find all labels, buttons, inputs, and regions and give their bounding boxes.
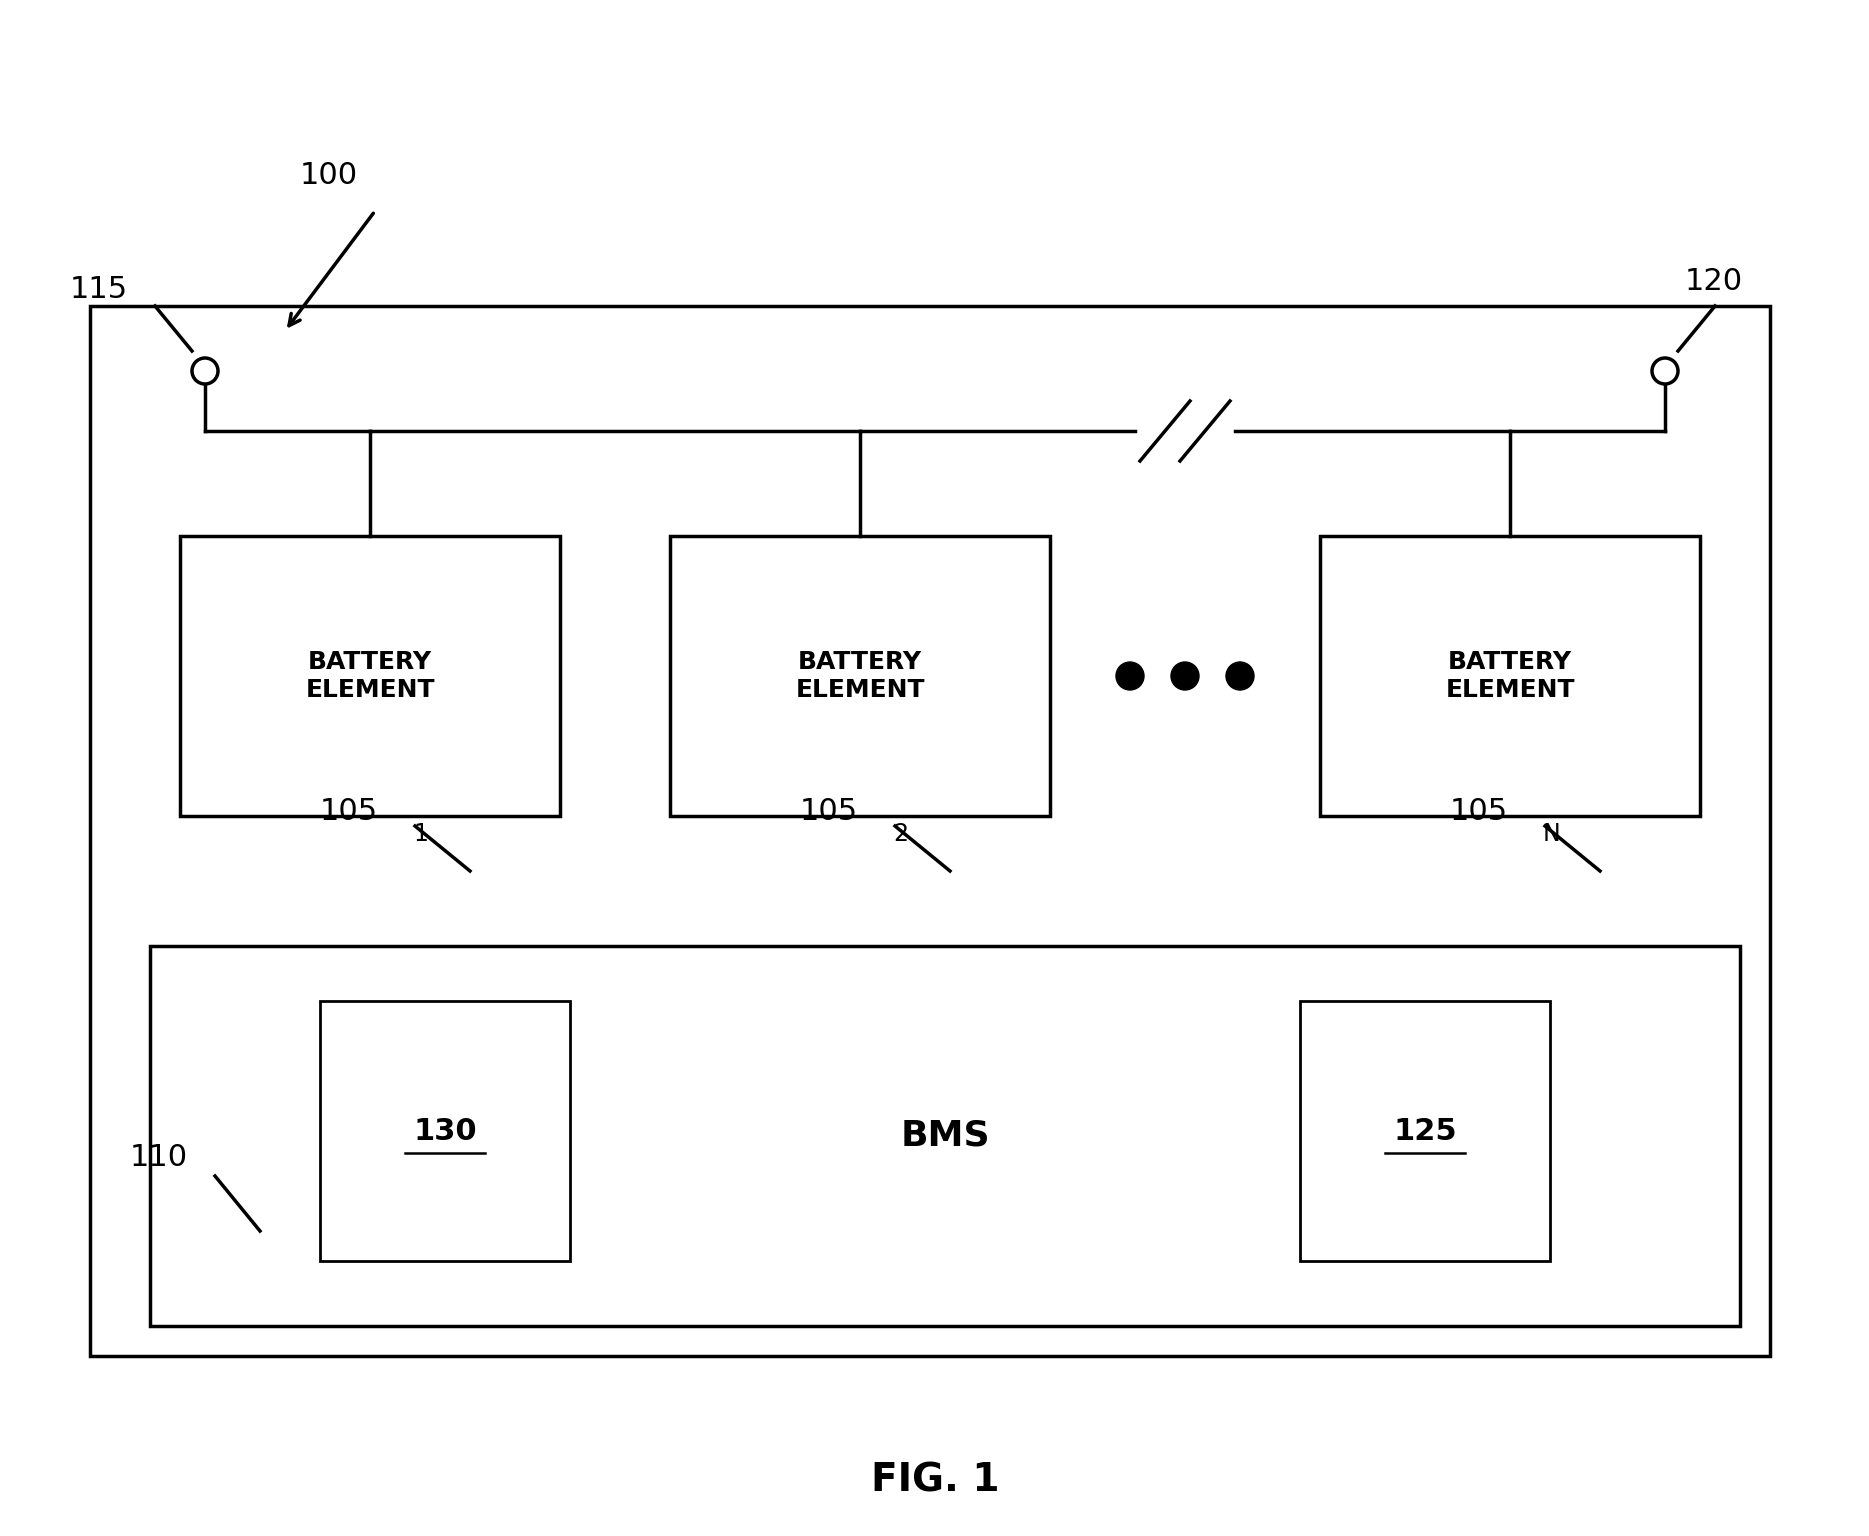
FancyBboxPatch shape	[90, 306, 1770, 1356]
Text: N: N	[1544, 822, 1561, 846]
FancyBboxPatch shape	[1301, 1001, 1549, 1261]
Text: 100: 100	[301, 161, 359, 190]
Text: 110: 110	[131, 1143, 189, 1172]
FancyBboxPatch shape	[179, 536, 561, 816]
Text: 130: 130	[413, 1117, 477, 1146]
Circle shape	[1172, 662, 1200, 690]
Text: FIG. 1: FIG. 1	[871, 1462, 1000, 1501]
FancyBboxPatch shape	[320, 1001, 570, 1261]
Text: 115: 115	[69, 275, 129, 304]
FancyBboxPatch shape	[1320, 536, 1701, 816]
Circle shape	[193, 358, 219, 384]
Circle shape	[1226, 662, 1254, 690]
Text: 125: 125	[1392, 1117, 1456, 1146]
Text: BMS: BMS	[901, 1120, 991, 1154]
Text: BATTERY
ELEMENT: BATTERY ELEMENT	[794, 650, 925, 702]
Text: 1: 1	[413, 822, 428, 846]
Text: 2: 2	[893, 822, 908, 846]
Circle shape	[1116, 662, 1144, 690]
FancyBboxPatch shape	[150, 946, 1740, 1326]
FancyBboxPatch shape	[669, 536, 1050, 816]
Text: 105: 105	[1450, 797, 1508, 825]
Text: BATTERY
ELEMENT: BATTERY ELEMENT	[305, 650, 435, 702]
Text: BATTERY
ELEMENT: BATTERY ELEMENT	[1445, 650, 1576, 702]
Text: 105: 105	[800, 797, 858, 825]
Text: 120: 120	[1686, 267, 1744, 295]
Text: 105: 105	[320, 797, 378, 825]
Circle shape	[1652, 358, 1678, 384]
